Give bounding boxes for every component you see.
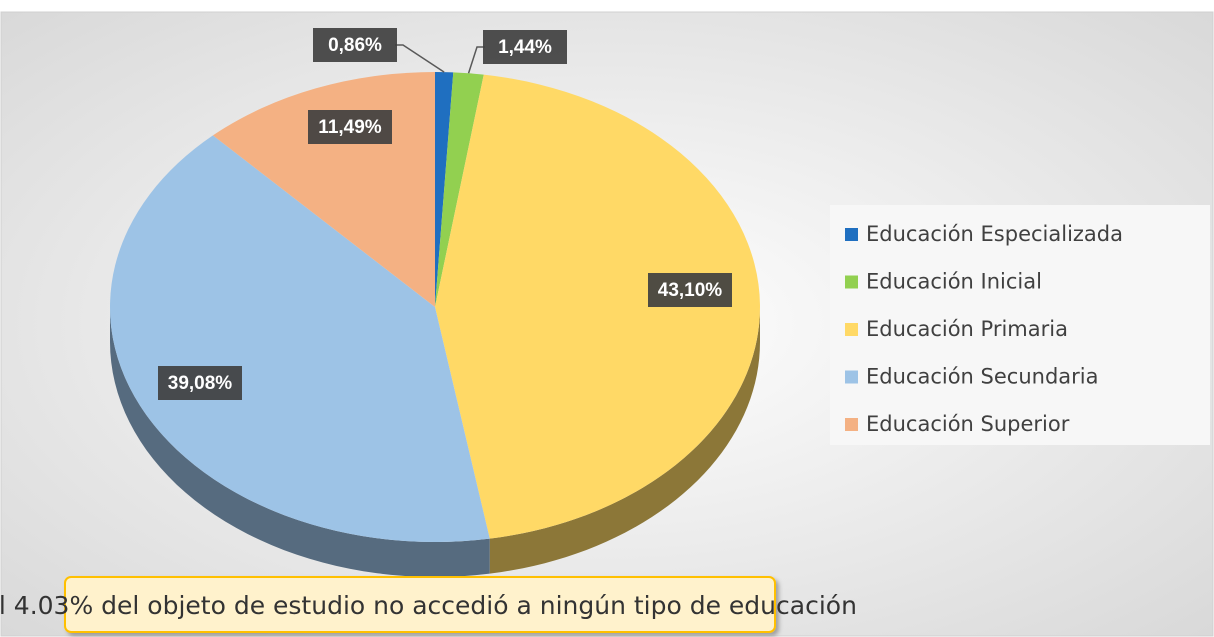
slice-side <box>489 307 760 574</box>
leader-line <box>395 44 445 73</box>
value-label-box <box>483 30 567 64</box>
slice <box>110 135 490 542</box>
value-label-box <box>308 110 392 144</box>
legend-label: Educación Especializada <box>866 222 1123 246</box>
legend-label: Educación Inicial <box>866 270 1042 294</box>
legend <box>830 205 1210 445</box>
value-label-box <box>648 273 732 307</box>
slice <box>435 72 454 307</box>
value-label: 43,10% <box>658 280 723 301</box>
legend-items: Educación Especializada Educación Inicial… <box>845 222 1123 436</box>
value-label: 39,08% <box>168 373 233 394</box>
value-label: 1,44% <box>498 37 552 58</box>
legend-swatch <box>845 228 858 241</box>
leader-line <box>467 46 485 74</box>
legend-label: Educación Secundaria <box>866 365 1099 389</box>
legend-swatch <box>845 323 858 336</box>
legend-label: Educación Superior <box>866 412 1070 436</box>
pie <box>110 72 760 577</box>
value-label: 11,49% <box>318 117 381 138</box>
legend-label: Educación Primaria <box>866 317 1068 341</box>
legend-swatch <box>845 418 858 431</box>
legend-swatch <box>845 275 858 289</box>
annotation: El 4.03% del objeto de estudio no accedi… <box>0 591 857 620</box>
annotation-box <box>64 576 776 633</box>
value-labels: 0,86% 1,44% 43,10% 39,08% 11,49% <box>158 28 732 400</box>
slice <box>435 74 760 539</box>
value-label-box <box>158 366 242 400</box>
value-label: 0,86% <box>328 35 382 56</box>
legend-swatch <box>845 370 858 384</box>
slice <box>435 72 484 307</box>
slice-side <box>110 307 490 577</box>
value-label-box <box>313 28 397 62</box>
